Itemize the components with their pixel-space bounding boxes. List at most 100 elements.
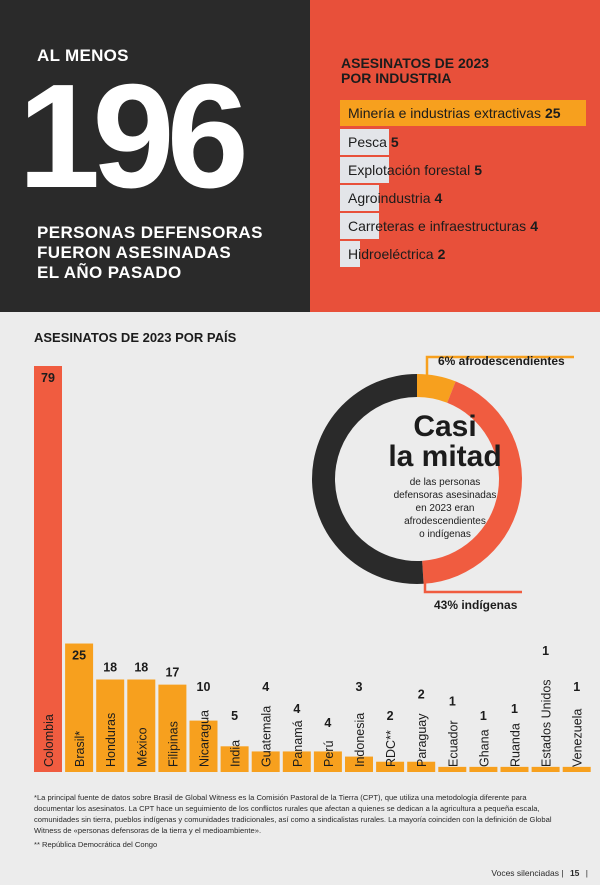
bar-category-label: Estados Unidos [540,679,554,767]
leader-line-afro [425,355,574,376]
bar-value-label: 79 [41,371,55,385]
donut-chart: Casi la mitad de las personas defensoras… [300,340,600,620]
bar-value-label: 3 [356,680,363,694]
industry-title-line: ASESINATOS DE 2023 [341,55,490,71]
footnote-brasil: *La principal fuente de datos sobre Bras… [34,793,552,835]
footnote-rdc: ** República Democrática del Congo [34,840,158,849]
bar [469,766,498,772]
bar-value-label: 1 [449,695,456,709]
industry-name: Agroindustria [348,190,431,206]
industry-name: Explotación forestal [348,162,471,178]
bar-category-label: Indonesia [353,713,367,767]
bar-category-label: Nicaragua [198,710,212,767]
industry-name: Minería e industrias extractivas [348,105,541,121]
bar-value-label: 5 [231,709,238,723]
bar-category-label: Colombia [42,714,56,767]
industry-bar [340,157,390,183]
industry-label: Hidroeléctrica 2 [348,246,445,262]
industry-label: Minería e industrias extractivas 25 [348,105,561,121]
industry-value: 2 [437,246,446,262]
bar-category-label: Venezuela [571,709,585,767]
bar-category-label: Filipinas [166,721,180,767]
bar-value-label: 18 [134,660,148,674]
industry-bar [340,100,586,126]
industry-list: Minería e industrias extractivas 25 Pesca 5… [340,100,586,269]
industry-item: Hidroeléctrica 2 [340,241,586,269]
industry-bar [340,241,360,267]
bar-value-label: 10 [197,680,211,694]
donut-description-line: de las personas [409,477,481,488]
bar-value-label: 1 [480,709,487,723]
donut-description-line: defensoras asesinadas [393,490,497,501]
bar-category-label: India [229,740,243,767]
industry-label: Agroindustria 4 [348,190,442,206]
publication-name: Voces silenciadas [491,868,559,878]
industry-name: Hidroeléctrica [348,246,434,262]
industry-item: Minería e industrias extractivas 25 [340,100,586,126]
bar [189,720,218,772]
industry-value: 5 [474,162,482,178]
bar-category-label: Guatemala [260,706,274,767]
headline-number: 196 [18,54,249,219]
bar [158,684,187,772]
page-footer: Voces silenciadas | 15 | [491,868,588,878]
industry-item: Pesca 5 [340,129,586,157]
industry-value: 4 [530,218,538,234]
industry-label: Explotación forestal 5 [348,162,482,178]
headline-subtitle-line: PERSONAS DEFENSORAS [37,223,263,242]
donut-description: de las personas defensoras asesinadas en… [295,476,595,541]
bar-value-label: 4 [262,680,269,694]
page-number: 15 [569,868,580,878]
donut-segment-other [311,374,424,584]
bar-value-label: 4 [293,702,300,716]
bar [96,679,125,772]
industry-bar [340,185,380,211]
industry-item: Explotación forestal 5 [340,157,586,185]
bar [127,679,156,772]
bar [376,761,405,772]
bar [65,643,94,772]
industry-item: Agroindustria 4 [340,185,586,213]
bar-value-label: 17 [165,666,179,680]
bar [500,766,529,772]
bar-category-label: Perú [322,741,336,767]
industry-label: Pesca 5 [348,134,399,150]
bar-category-label: Panamá [291,720,305,767]
country-chart-title: ASESINATOS DE 2023 POR PAÍS [34,330,237,345]
bar-category-label: Brasil* [73,731,87,767]
bar-value-label: 2 [418,687,425,701]
industry-name: Pesca [348,134,387,150]
donut-headline-1: Casi [413,410,477,443]
donut-svg [311,355,574,594]
bar [345,756,373,772]
donut-label-indigenous: 43% indígenas [434,598,518,612]
bar-category-label: México [135,727,149,767]
leader-line-indigenous [423,580,522,594]
industry-bar [340,213,380,239]
donut-segment-indigenous [422,381,522,584]
bar [220,746,249,772]
bar [34,366,62,772]
bar [407,761,436,772]
bar [562,766,591,772]
bar [313,751,342,772]
footer-separator: | [561,868,564,878]
headline-subtitle: PERSONAS DEFENSORAS FUERON ASESINADAS EL… [37,223,263,283]
headline-subtitle-line: EL AÑO PASADO [37,263,182,282]
donut-segment-afro [417,374,456,403]
donut-headline-2: la mitad [388,440,502,473]
bar [251,751,280,772]
bar-category-label: Paraguay [415,713,429,767]
headline-panel: AL MENOS 196 PERSONAS DEFENSORAS FUERON … [0,0,310,312]
bar [282,751,311,772]
industry-value: 5 [390,134,399,150]
industry-bar [340,129,390,155]
headline-subtitle-line: FUERON ASESINADAS [37,243,232,262]
industry-label: Carreteras e infraestructuras 4 [348,218,538,234]
footer-separator: | [585,868,588,878]
bar-value-label: 2 [387,709,394,723]
bar-category-label: Ruanda [509,723,523,767]
donut-description-line: afrodescendientes [404,516,486,527]
donut-description-line: en 2023 eran [415,503,475,514]
